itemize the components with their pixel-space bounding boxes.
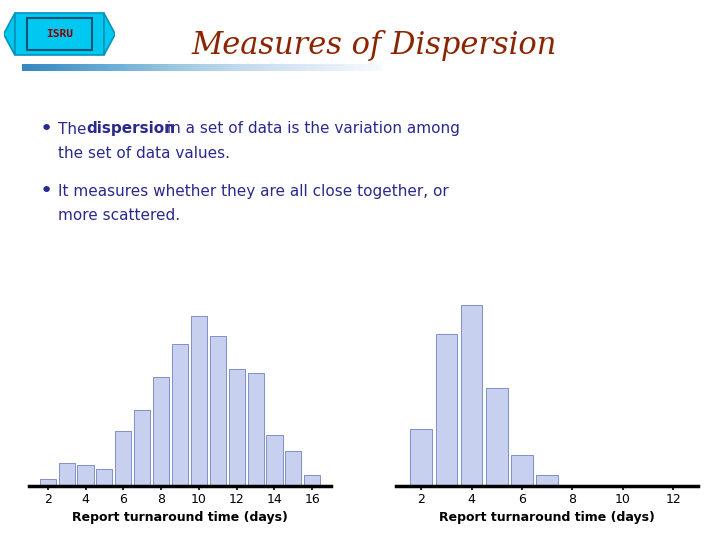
Bar [58, 463, 75, 486]
Text: in a set of data is the variation among: in a set of data is the variation among [162, 122, 460, 137]
FancyBboxPatch shape [27, 18, 91, 50]
Bar [266, 435, 282, 486]
Bar [285, 451, 302, 486]
Text: the set of data values.: the set of data values. [58, 146, 230, 161]
Text: more scattered.: more scattered. [58, 208, 180, 223]
Bar [210, 336, 226, 486]
Polygon shape [104, 14, 115, 55]
Bar [115, 430, 131, 486]
Bar [511, 455, 533, 486]
Bar [40, 478, 55, 486]
Bar [78, 464, 94, 486]
Bar [305, 475, 320, 486]
Bar [410, 429, 432, 486]
Bar [248, 373, 264, 486]
Bar [96, 469, 112, 486]
Bar [436, 334, 457, 486]
Bar [191, 316, 207, 486]
Text: dispersion: dispersion [86, 122, 176, 137]
X-axis label: Report turnaround time (days): Report turnaround time (days) [72, 511, 288, 524]
Bar [153, 377, 169, 486]
Text: •: • [40, 119, 53, 139]
Bar [461, 306, 482, 486]
X-axis label: Report turnaround time (days): Report turnaround time (days) [439, 511, 655, 524]
Polygon shape [4, 14, 15, 55]
Bar [172, 345, 188, 486]
Bar [486, 388, 508, 486]
Text: The: The [58, 122, 91, 137]
Bar [536, 475, 558, 486]
Bar [134, 410, 150, 486]
Polygon shape [15, 14, 104, 55]
Text: Measures of Dispersion: Measures of Dispersion [192, 30, 557, 62]
Text: •: • [40, 181, 53, 201]
Text: It measures whether they are all close together, or: It measures whether they are all close t… [58, 184, 449, 199]
Bar [229, 369, 245, 486]
Text: ISRU: ISRU [46, 29, 73, 39]
